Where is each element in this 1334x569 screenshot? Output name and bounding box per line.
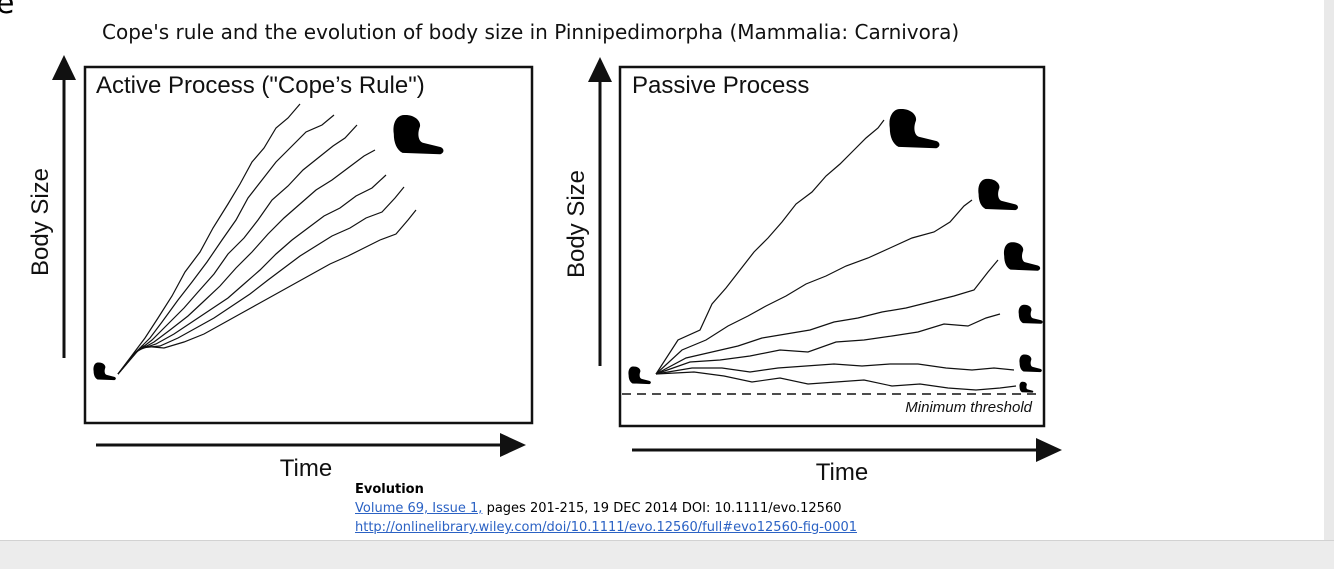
active-lineage-6 (117, 186, 405, 375)
passive-seal-4-icon (1018, 304, 1043, 324)
active-descendant-seal-icon (393, 114, 444, 155)
passive-seal-1-icon (889, 108, 940, 149)
minimum-threshold-label: Minimum threshold (905, 399, 1032, 416)
passive-seal-5-icon (1019, 354, 1042, 373)
citation-journal: Evolution (355, 482, 424, 497)
citation-volume-link[interactable]: Volume 69, Issue 1, (355, 501, 483, 516)
active-lineage-7 (117, 209, 417, 375)
active-lineage-1 (117, 103, 301, 375)
active-panel-frame (83, 65, 534, 425)
active-lineage-3 (117, 124, 358, 375)
active-lineage-4 (117, 149, 376, 375)
passive-process-panel: Passive Process Body Size Time Minimum t… (563, 57, 1062, 486)
passive-lineages (655, 119, 1017, 391)
passive-seal-6-icon (1019, 381, 1034, 393)
right-scroll-gutter[interactable] (1324, 0, 1334, 568)
citation-volume-line: Volume 69, Issue 1, pages 201-215, 19 DE… (355, 499, 857, 518)
passive-y-arrow-icon (588, 57, 612, 366)
citation-details: pages 201-215, 19 DEC 2014 DOI: 10.1111/… (482, 501, 842, 516)
passive-lineage-3 (655, 259, 999, 375)
passive-x-axis-label: Time (816, 459, 868, 486)
passive-seal-2-icon (978, 178, 1018, 211)
passive-lineage-2 (655, 199, 973, 375)
passive-lineage-6 (655, 371, 1017, 391)
active-y-axis-label: Body Size (27, 168, 54, 276)
active-y-arrow-icon (52, 55, 76, 358)
passive-y-axis-label: Body Size (563, 170, 590, 278)
passive-lineage-1 (655, 119, 885, 375)
slide: e Cope's rule and the evolution of body … (0, 0, 1062, 537)
passive-lineage-5 (655, 363, 1015, 375)
figure: Active Process ("Cope’s Rule") Body Size… (27, 55, 1062, 486)
slide-title: Cope's rule and the evolution of body si… (102, 20, 960, 44)
passive-seal-3-icon (1003, 242, 1041, 271)
active-process-panel: Active Process ("Cope’s Rule") Body Size… (27, 55, 534, 482)
active-lineages (117, 103, 417, 375)
active-lineage-5 (117, 174, 387, 375)
active-lineage-2 (117, 114, 335, 375)
passive-x-arrow-icon (632, 438, 1062, 462)
passive-panel-title: Passive Process (632, 72, 809, 99)
slide-edge-glyph: e (0, 0, 15, 21)
passive-panel-frame (618, 65, 1046, 428)
active-x-arrow-icon (96, 433, 526, 457)
active-panel-title: Active Process ("Cope’s Rule") (96, 72, 425, 99)
citation: Evolution Volume 69, Issue 1, pages 201-… (355, 480, 857, 537)
passive-lineage-4 (655, 313, 1001, 375)
active-ancestor-seal-icon (93, 362, 116, 381)
citation-url-link[interactable]: http://onlinelibrary.wiley.com/doi/10.11… (355, 520, 858, 535)
bottom-panel-strip (0, 540, 1334, 569)
active-x-axis-label: Time (280, 455, 332, 482)
passive-ancestor-seal-icon (628, 366, 651, 385)
